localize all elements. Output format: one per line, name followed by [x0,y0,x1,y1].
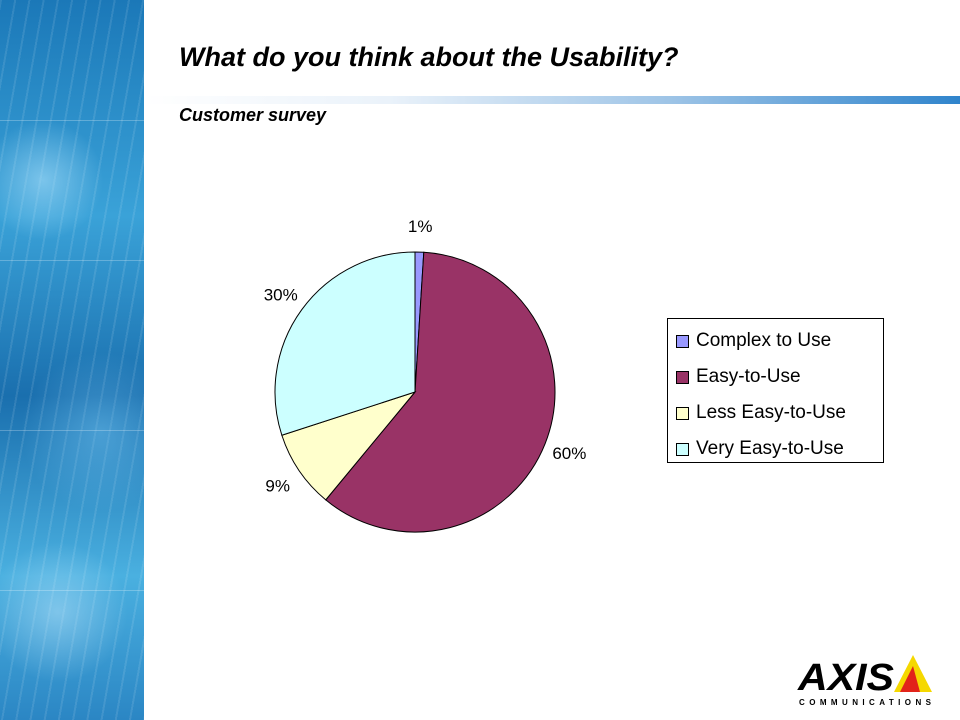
axis-logo-tagline: COMMUNICATIONS [799,698,932,707]
legend-swatch [676,442,689,456]
axis-logo-wordmark: AXIS [797,657,894,699]
chart-legend: Complex to Use Easy-to-Use Less Easy-to-Us… [667,318,884,463]
legend-swatch [676,406,689,420]
axis-logo-triangle-red [900,666,920,692]
slide-subtitle: Customer survey [179,105,327,125]
legend-swatch [676,334,689,348]
legend-label: Easy-to-Use [696,366,801,387]
legend-label: Less Easy-to-Use [696,402,846,423]
pie-chart: 1% 60% 9% 30% [264,217,586,533]
pie-slice-very-easy-to-use [274,251,416,436]
decorative-side-panel [0,0,144,720]
pie-data-label: 30% [264,285,298,304]
pie-data-label: 1% [408,217,433,236]
legend-item: Complex to Use [676,323,883,359]
slide-title: What do you think about the Usability? [179,42,679,72]
legend-item: Less Easy-to-Use [676,395,883,431]
pie-slice-easy-to-use [325,251,556,533]
axis-logo: AXIS COMMUNICATIONS [797,655,932,707]
pie-data-label: 60% [552,444,586,463]
legend-label: Very Easy-to-Use [696,438,844,459]
legend-item: Easy-to-Use [676,359,883,395]
title-divider [144,96,960,104]
pie-slice-less-easy-to-use [281,390,417,501]
legend-label: Complex to Use [696,330,832,351]
legend-item: Very Easy-to-Use [676,431,883,467]
legend-swatch [676,370,689,384]
pie-data-label: 9% [265,476,290,495]
